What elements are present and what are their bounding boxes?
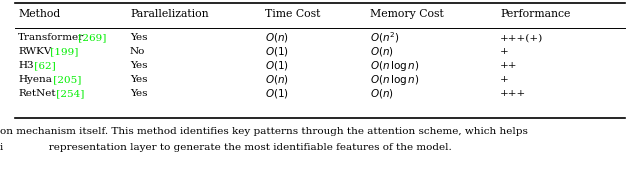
Text: Yes: Yes bbox=[130, 33, 147, 42]
Text: [62]: [62] bbox=[31, 62, 56, 70]
Text: on mechanism itself. This method identifies key patterns through the attention s: on mechanism itself. This method identif… bbox=[0, 127, 528, 137]
Text: $O(n^2)$: $O(n^2)$ bbox=[370, 31, 399, 45]
Text: $O(n)$: $O(n)$ bbox=[265, 31, 289, 44]
Text: [205]: [205] bbox=[50, 76, 81, 84]
Text: $O(1)$: $O(1)$ bbox=[265, 59, 289, 73]
Text: Method: Method bbox=[18, 9, 60, 19]
Text: $O(1)$: $O(1)$ bbox=[265, 88, 289, 101]
Text: Yes: Yes bbox=[130, 62, 147, 70]
Text: Hyena: Hyena bbox=[18, 76, 52, 84]
Text: [199]: [199] bbox=[47, 47, 78, 56]
Text: ++: ++ bbox=[500, 62, 518, 70]
Text: [254]: [254] bbox=[53, 90, 84, 99]
Text: RetNet: RetNet bbox=[18, 90, 56, 99]
Text: Time Cost: Time Cost bbox=[265, 9, 321, 19]
Text: Transformer: Transformer bbox=[18, 33, 84, 42]
Text: $O(1)$: $O(1)$ bbox=[265, 45, 289, 58]
Text: $O(n)$: $O(n)$ bbox=[265, 74, 289, 87]
Text: RWKV: RWKV bbox=[18, 47, 51, 56]
Text: +: + bbox=[500, 47, 509, 56]
Text: No: No bbox=[130, 47, 145, 56]
Text: i              representation layer to generate the most identifiable features o: i representation layer to generate the m… bbox=[0, 143, 452, 152]
Text: [269]: [269] bbox=[75, 33, 106, 42]
Text: $O(n\,\mathrm{log}\,n)$: $O(n\,\mathrm{log}\,n)$ bbox=[370, 59, 420, 73]
Text: +: + bbox=[500, 76, 509, 84]
Text: Yes: Yes bbox=[130, 90, 147, 99]
Text: +++(+): +++(+) bbox=[500, 33, 543, 42]
Text: $O(n\,\mathrm{log}\,n)$: $O(n\,\mathrm{log}\,n)$ bbox=[370, 73, 420, 87]
Text: $O(n)$: $O(n)$ bbox=[370, 45, 394, 58]
Text: $O(n)$: $O(n)$ bbox=[370, 88, 394, 101]
Text: +++: +++ bbox=[500, 90, 526, 99]
Text: Yes: Yes bbox=[130, 76, 147, 84]
Text: Memory Cost: Memory Cost bbox=[370, 9, 444, 19]
Text: Performance: Performance bbox=[500, 9, 570, 19]
Text: Parallelization: Parallelization bbox=[130, 9, 209, 19]
Text: H3: H3 bbox=[18, 62, 34, 70]
